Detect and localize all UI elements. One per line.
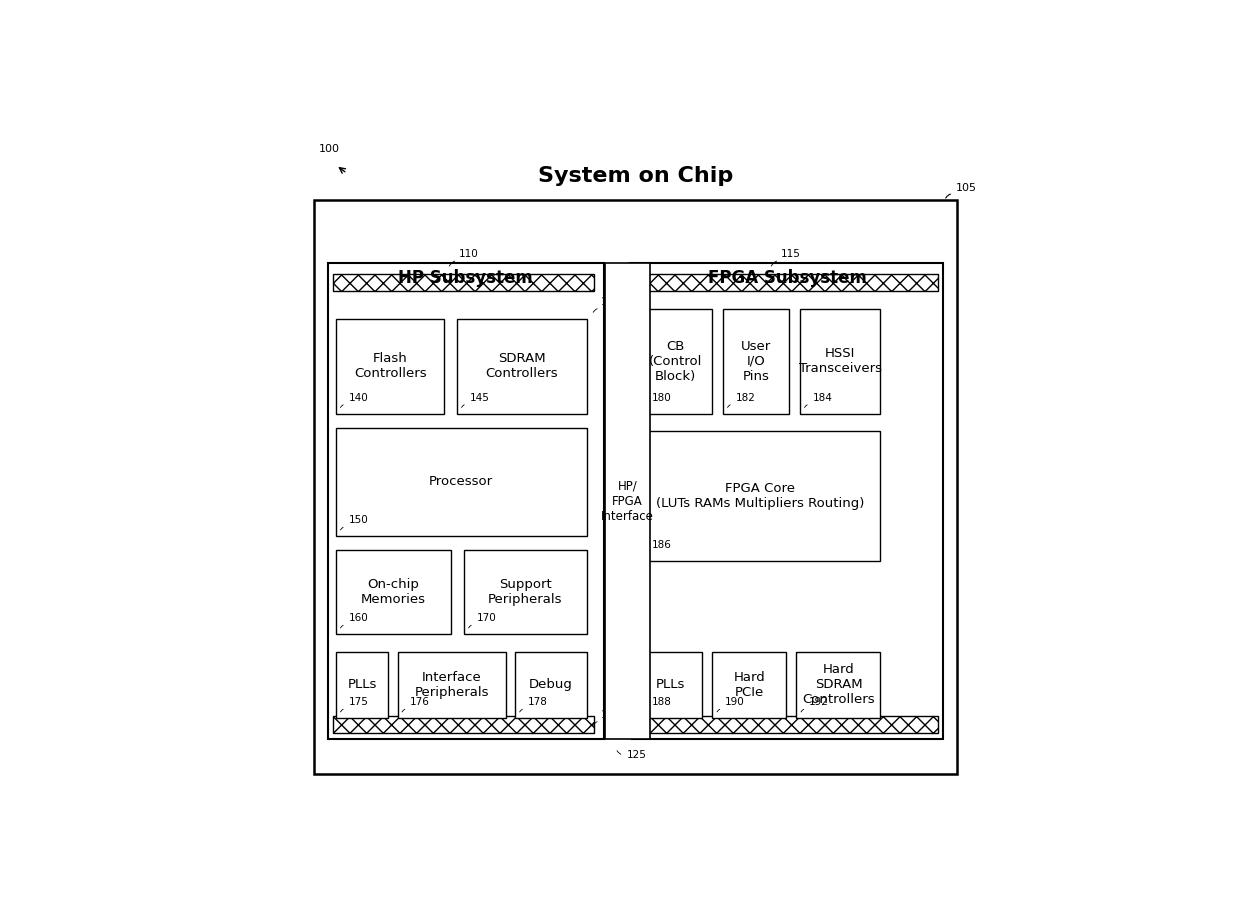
Text: 160: 160 <box>348 614 368 624</box>
Bar <box>635 274 937 291</box>
Text: 184: 184 <box>812 393 832 403</box>
Text: User
I/O
Pins: User I/O Pins <box>742 340 771 383</box>
Bar <box>639 431 880 561</box>
Text: HSSI
Transceivers: HSSI Transceivers <box>799 347 882 375</box>
Text: 186: 186 <box>651 540 672 550</box>
Text: HP Subsystem: HP Subsystem <box>398 269 533 287</box>
Text: 180: 180 <box>651 393 671 403</box>
Text: Flash
Controllers: Flash Controllers <box>353 353 427 380</box>
Text: 188: 188 <box>651 697 672 707</box>
Bar <box>327 263 604 739</box>
Text: CB
(Control
Block): CB (Control Block) <box>649 340 702 383</box>
Bar <box>336 550 451 634</box>
Text: FPGA Subsystem: FPGA Subsystem <box>708 269 867 287</box>
Bar <box>515 652 587 718</box>
Bar <box>336 652 388 718</box>
Text: Support
Peripherals: Support Peripherals <box>489 578 563 606</box>
Bar <box>800 308 880 414</box>
Bar <box>796 652 880 718</box>
Text: Interface
Peripherals: Interface Peripherals <box>414 671 489 699</box>
Text: 192: 192 <box>808 697 830 707</box>
Bar <box>639 308 713 414</box>
Bar <box>336 319 444 414</box>
Text: 140: 140 <box>348 393 368 403</box>
Text: PLLs: PLLs <box>347 678 377 691</box>
Text: System on Chip: System on Chip <box>538 165 733 185</box>
Bar <box>334 274 594 291</box>
Text: Hard
SDRAM
Controllers: Hard SDRAM Controllers <box>802 664 874 706</box>
Bar <box>723 308 790 414</box>
Text: 176: 176 <box>410 697 430 707</box>
Bar <box>639 652 702 718</box>
Text: FPGA Core
(LUTs RAMs Multipliers Routing): FPGA Core (LUTs RAMs Multipliers Routing… <box>656 482 864 510</box>
Text: 115: 115 <box>781 249 801 259</box>
Text: 130: 130 <box>601 297 621 307</box>
Text: HP/
FPGA
Interface: HP/ FPGA Interface <box>601 480 653 523</box>
Text: 145: 145 <box>470 393 490 403</box>
Text: 120: 120 <box>653 703 673 713</box>
Text: On-chip
Memories: On-chip Memories <box>361 578 427 606</box>
Text: 125: 125 <box>626 750 646 760</box>
Text: Processor: Processor <box>429 475 494 488</box>
Text: Debug: Debug <box>529 678 573 691</box>
Bar <box>464 550 587 634</box>
Text: 105: 105 <box>956 183 977 193</box>
Bar <box>605 263 650 739</box>
Text: 150: 150 <box>348 515 368 525</box>
Text: PLLs: PLLs <box>656 678 686 691</box>
Bar <box>314 200 957 774</box>
Text: 178: 178 <box>528 697 548 707</box>
Text: 170: 170 <box>476 614 496 624</box>
Text: Hard
PCIe: Hard PCIe <box>733 671 765 699</box>
Text: 190: 190 <box>725 697 745 707</box>
Bar <box>398 652 506 718</box>
Bar <box>713 652 786 718</box>
Text: 110: 110 <box>459 249 479 259</box>
Text: 130: 130 <box>601 710 621 720</box>
Text: 175: 175 <box>348 697 368 707</box>
Bar <box>334 716 594 734</box>
Text: 125: 125 <box>626 262 646 272</box>
Bar <box>635 716 937 734</box>
Text: 182: 182 <box>735 393 755 403</box>
Bar <box>458 319 587 414</box>
Bar <box>632 263 944 739</box>
Text: 100: 100 <box>319 145 340 155</box>
Text: SDRAM
Controllers: SDRAM Controllers <box>485 353 558 380</box>
Bar <box>336 427 587 536</box>
